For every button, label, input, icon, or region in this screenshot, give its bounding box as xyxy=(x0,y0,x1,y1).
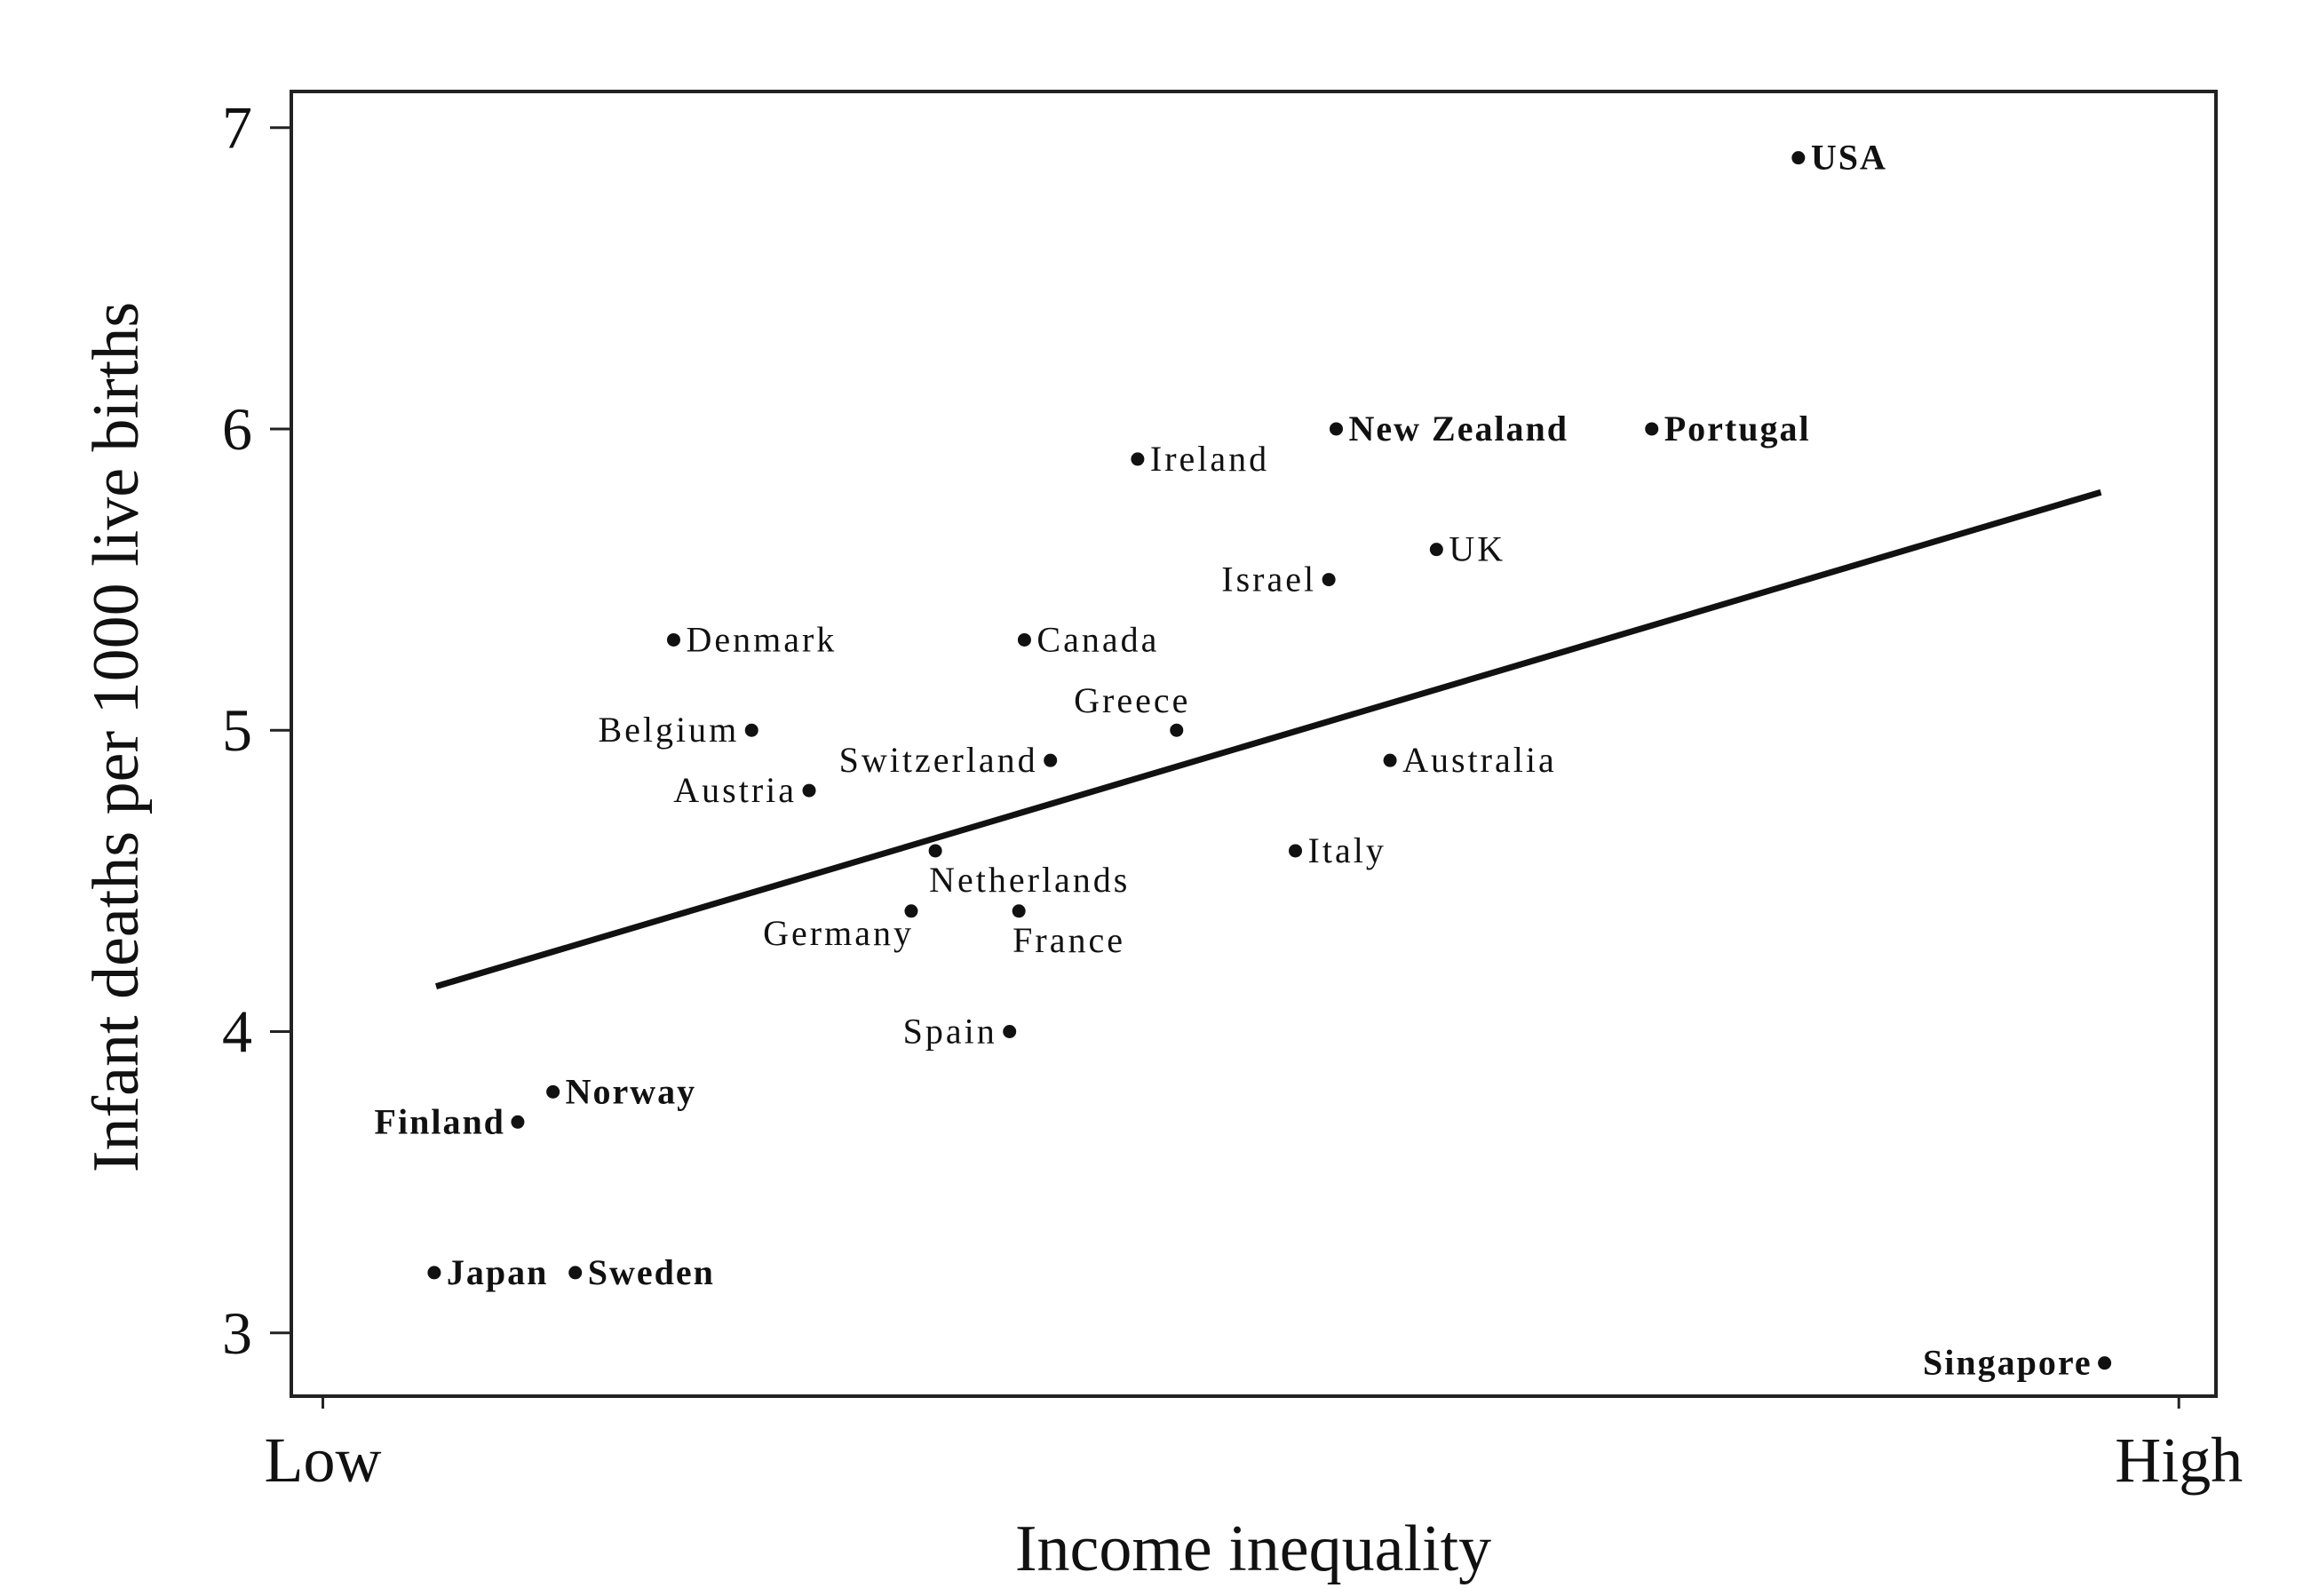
point-netherlands xyxy=(928,844,942,858)
point-label-switzerland: Switzerland xyxy=(839,740,1038,780)
point-label-australia: Australia xyxy=(1402,740,1557,780)
point-label-france: France xyxy=(1013,920,1125,960)
point-label-spain: Spain xyxy=(903,1011,997,1051)
point-portugal xyxy=(1645,422,1659,436)
point-label-austria: Austria xyxy=(673,770,797,810)
point-label-netherlands: Netherlands xyxy=(929,860,1130,900)
x-tick-label-high: High xyxy=(2115,1425,2243,1496)
point-austria xyxy=(802,783,816,798)
point-sweden xyxy=(568,1266,583,1280)
trend-line xyxy=(434,488,2102,989)
point-japan xyxy=(427,1266,441,1280)
point-label-denmark: Denmark xyxy=(686,619,837,659)
point-label-norway: Norway xyxy=(566,1071,697,1111)
point-label-belgium: Belgium xyxy=(598,710,739,750)
point-label-germany: Germany xyxy=(763,913,914,953)
point-label-sweden: Sweden xyxy=(588,1252,715,1292)
point-label-singapore: Singapore xyxy=(1923,1343,2093,1383)
point-israel xyxy=(1322,573,1336,587)
y-tick-label-6: 6 xyxy=(222,395,252,463)
point-germany xyxy=(904,904,918,918)
point-label-new-zealand: New Zealand xyxy=(1348,409,1568,449)
y-tick-label-4: 4 xyxy=(222,997,252,1065)
point-label-uk: UK xyxy=(1449,529,1505,569)
point-usa xyxy=(1791,151,1806,165)
point-label-finland: Finland xyxy=(375,1101,505,1141)
point-italy xyxy=(1289,844,1303,858)
point-finland xyxy=(511,1115,525,1129)
x-tick-label-low: Low xyxy=(265,1425,382,1496)
point-ireland xyxy=(1131,452,1145,466)
point-canada xyxy=(1017,632,1031,647)
point-label-italy: Italy xyxy=(1308,830,1386,870)
point-france xyxy=(1012,904,1026,918)
point-label-portugal: Portugal xyxy=(1664,409,1811,449)
point-singapore xyxy=(2098,1356,2112,1370)
x-axis: Low High xyxy=(265,1396,2243,1496)
point-greece xyxy=(1170,723,1184,737)
y-axis-title: Infant deaths per 1000 live births xyxy=(80,302,153,1172)
x-axis-title: Income inequality xyxy=(1015,1513,1491,1585)
trend-line-group xyxy=(434,488,2102,989)
point-label-ireland: Ireland xyxy=(1150,439,1269,479)
point-norway xyxy=(546,1084,560,1099)
plot-frame xyxy=(290,90,2218,1398)
point-uk xyxy=(1429,543,1443,557)
point-spain xyxy=(1003,1024,1017,1038)
point-new-zealand xyxy=(1329,422,1343,436)
y-tick-label-3: 3 xyxy=(222,1299,252,1367)
point-label-greece: Greece xyxy=(1074,680,1190,720)
point-label-israel: Israel xyxy=(1221,560,1316,599)
point-label-japan: Japan xyxy=(447,1252,549,1292)
y-tick-label-5: 5 xyxy=(222,696,252,764)
y-tick-label-7: 7 xyxy=(222,94,252,162)
point-denmark xyxy=(666,632,680,647)
point-australia xyxy=(1383,753,1397,767)
point-belgium xyxy=(744,723,758,737)
data-points: USA New Zealand Portugal Ireland UK Israel Den… xyxy=(375,138,2112,1383)
y-axis: 3 4 5 6 7 xyxy=(222,94,291,1367)
point-switzerland xyxy=(1044,753,1058,767)
point-label-canada: Canada xyxy=(1036,619,1159,659)
point-label-usa: USA xyxy=(1811,138,1887,178)
